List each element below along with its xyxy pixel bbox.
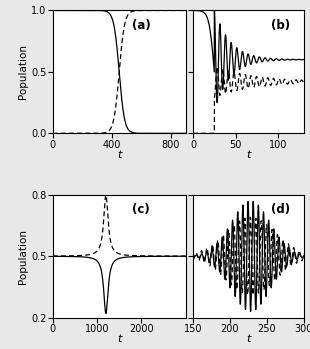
X-axis label: t: t	[117, 150, 122, 159]
Text: (c): (c)	[132, 203, 150, 216]
Text: (a): (a)	[132, 19, 151, 32]
X-axis label: t: t	[117, 334, 122, 344]
Y-axis label: Population: Population	[18, 229, 28, 284]
Text: (b): (b)	[271, 19, 290, 32]
Text: (d): (d)	[271, 203, 290, 216]
X-axis label: t: t	[246, 150, 250, 159]
Y-axis label: Population: Population	[18, 44, 28, 99]
X-axis label: t: t	[246, 334, 250, 344]
